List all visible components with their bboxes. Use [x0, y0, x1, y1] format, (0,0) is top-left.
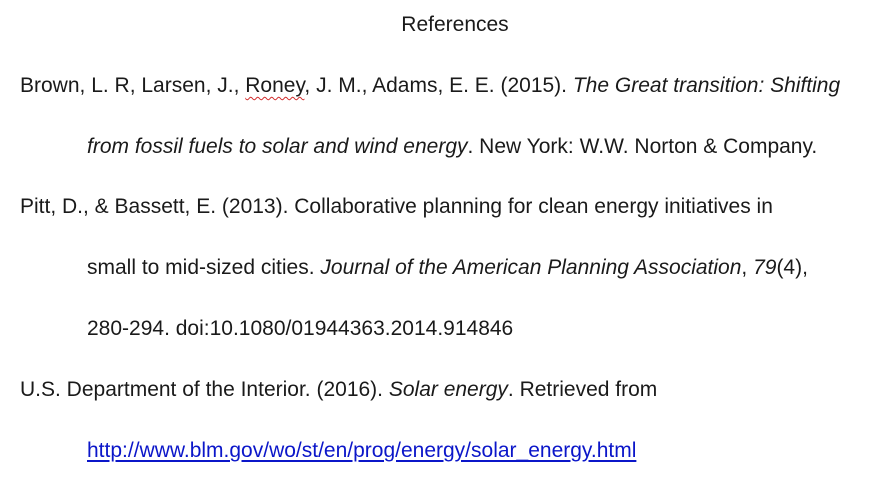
reference-pitt-line-3: 280-294. doi:10.1080/01944363.2014.91484…: [87, 317, 514, 340]
reference-brown-line-2: from fossil fuels to solar and wind ener…: [87, 132, 817, 162]
reference-interior-author: U.S. Department of the Interior. (2016).: [20, 378, 389, 401]
reference-brown-title-part-1: The Great transition: Shifting: [572, 74, 841, 97]
reference-brown-line-1: Brown, L. R, Larsen, J., Roney, J. M., A…: [20, 71, 840, 101]
reference-pitt-journal: Journal of the American Planning Associa…: [320, 256, 742, 279]
reference-interior-title: Solar energy: [388, 378, 508, 401]
reference-url-link[interactable]: http://www.blm.gov/wo/st/en/prog/energy/…: [87, 439, 637, 462]
reference-pitt-line-2: small to mid-sized cities. Journal of th…: [87, 253, 808, 283]
reference-brown-authors-post: , J. M., Adams, E. E. (2015).: [304, 74, 573, 97]
page-title: References: [401, 13, 509, 36]
reference-pitt-volume: 79: [753, 256, 777, 279]
reference-pitt-comma: ,: [741, 256, 754, 279]
reference-interior-line-1: U.S. Department of the Interior. (2016).…: [20, 375, 657, 405]
reference-pitt-issue: (4),: [776, 256, 808, 279]
reference-brown-publisher: . New York: W.W. Norton & Company.: [467, 135, 818, 158]
reference-brown-title-part-2: from fossil fuels to solar and wind ener…: [87, 135, 468, 158]
reference-brown-authors-pre: Brown, L. R, Larsen, J.,: [20, 74, 246, 97]
spellcheck-flagged-word[interactable]: Roney: [245, 74, 305, 97]
reference-interior-retrieved: . Retrieved from: [507, 378, 658, 401]
reference-interior-line-2: http://www.blm.gov/wo/st/en/prog/energy/…: [87, 436, 636, 466]
reference-pitt-line-1: Pitt, D., & Bassett, E. (2013). Collabor…: [20, 195, 773, 218]
reference-pitt-title-end: small to mid-sized cities.: [87, 256, 321, 279]
